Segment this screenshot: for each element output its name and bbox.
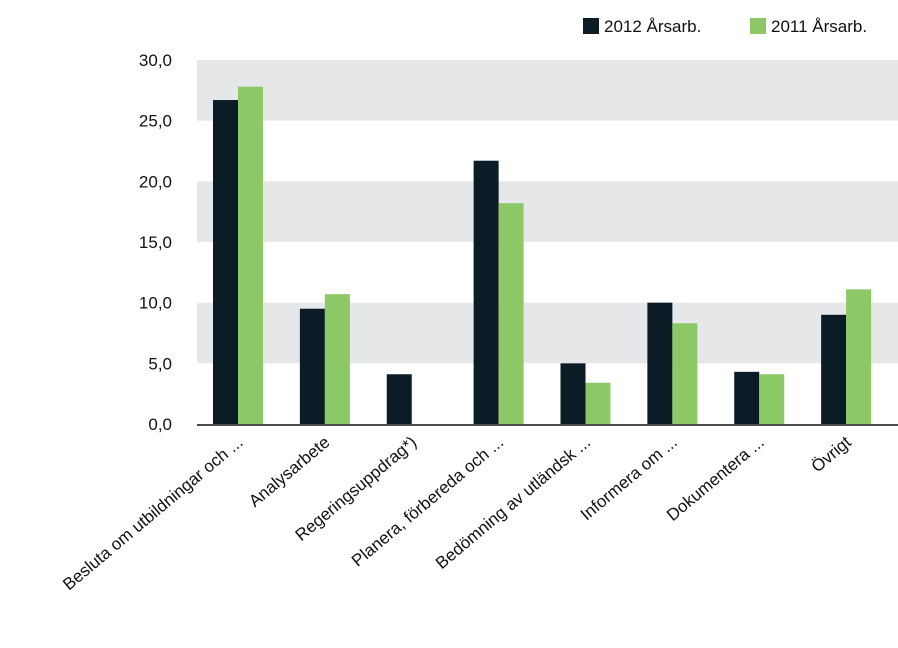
x-tick-label: Besluta om utbildningar och ... bbox=[59, 433, 246, 595]
bar-series-1 bbox=[821, 314, 847, 424]
bar-series-2 bbox=[759, 374, 785, 424]
bar-series-2 bbox=[238, 86, 263, 425]
y-tick-label: 30,0 bbox=[139, 51, 172, 70]
legend-label: 2012 Årsarb. bbox=[604, 17, 701, 36]
y-axis-ticks: 0,0 5,0 10,0 15,0 20,0 25,0 30,0 bbox=[139, 51, 172, 434]
x-tick-label: Bedömning av utländsk ... bbox=[432, 433, 594, 573]
legend: 2012 Årsarb. 2011 Årsarb. bbox=[583, 17, 867, 36]
x-tick-label: Analysarbete bbox=[245, 433, 333, 511]
bar-series-1 bbox=[734, 371, 760, 424]
bar-series-1 bbox=[560, 363, 586, 424]
grid-band bbox=[197, 181, 898, 242]
bar-series-1 bbox=[647, 302, 673, 424]
bar-series-1 bbox=[473, 160, 499, 424]
bar-series-1 bbox=[299, 308, 325, 424]
grid-band bbox=[197, 60, 898, 121]
bar-series-2 bbox=[324, 294, 350, 424]
y-tick-label: 5,0 bbox=[148, 354, 172, 373]
y-tick-label: 0,0 bbox=[148, 415, 172, 434]
y-tick-label: 15,0 bbox=[139, 233, 172, 252]
bar-series-1 bbox=[386, 374, 412, 424]
legend-swatch bbox=[583, 18, 599, 34]
x-axis-ticks: Besluta om utbildningar och ...Analysarb… bbox=[59, 432, 855, 594]
legend-swatch bbox=[750, 18, 766, 34]
bar-series-2 bbox=[585, 382, 611, 424]
y-tick-label: 25,0 bbox=[139, 112, 172, 131]
grid-bands bbox=[197, 60, 898, 364]
y-tick-label: 10,0 bbox=[139, 294, 172, 313]
bar-series-2 bbox=[846, 289, 872, 424]
bar-series-2 bbox=[498, 203, 524, 424]
x-tick-label: Planera, förbereda och ... bbox=[348, 433, 507, 571]
y-tick-label: 20,0 bbox=[139, 172, 172, 191]
bar-series-1 bbox=[213, 100, 238, 424]
x-tick-label: Övrigt bbox=[808, 432, 855, 476]
legend-label: 2011 Årsarb. bbox=[771, 17, 867, 36]
bar-series-2 bbox=[672, 323, 698, 424]
bars bbox=[213, 86, 872, 425]
